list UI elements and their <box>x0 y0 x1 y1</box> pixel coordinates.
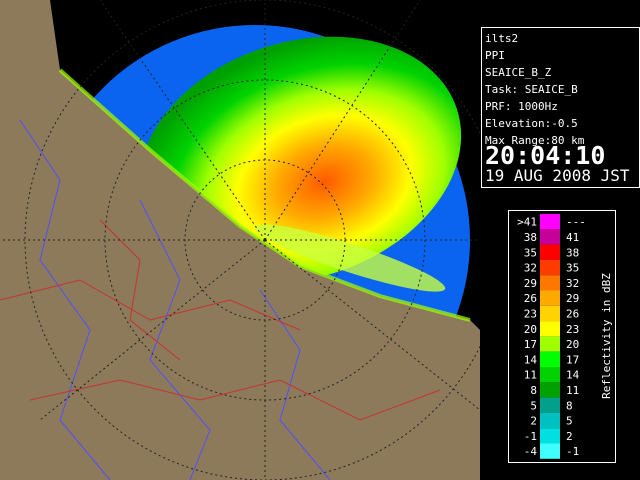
legend-low: 26 <box>524 292 537 305</box>
legend-rows: >41 --- 38 41 35 38 32 35 29 32 26 29 23 26 20 23 17 20 14… <box>517 214 586 459</box>
legend-high: 38 <box>566 246 579 259</box>
legend-high: 35 <box>566 262 579 275</box>
legend-high: 23 <box>566 323 579 336</box>
legend-title: Reflectivity in dBZ <box>600 273 613 399</box>
prf: PRF: 1000Hz <box>485 100 558 113</box>
legend-swatch <box>540 428 560 444</box>
legend-low: 20 <box>524 323 537 336</box>
legend-low: 17 <box>524 338 537 351</box>
legend-low: 23 <box>524 307 537 320</box>
task: Task: SEAICE_B <box>485 83 578 96</box>
legend-high: 5 <box>566 415 573 428</box>
range-rings <box>0 0 480 480</box>
legend-low: >41 <box>517 216 537 229</box>
legend-box <box>508 210 616 463</box>
legend-swatch <box>540 397 560 413</box>
coast-echo <box>58 68 471 322</box>
legend-swatch <box>540 321 560 337</box>
legend-high: 20 <box>566 338 579 351</box>
legend-high: 41 <box>566 231 579 244</box>
time: 20:04:10 <box>485 141 605 170</box>
legend-swatch <box>540 290 560 306</box>
legend-low: 8 <box>530 384 537 397</box>
legend-high: 29 <box>566 292 579 305</box>
mode: PPI <box>485 49 505 62</box>
legend-low: 11 <box>524 369 537 382</box>
legend-high: 17 <box>566 353 579 366</box>
max-range: Max Range:80 km <box>485 134 585 147</box>
info-box <box>481 27 640 188</box>
legend-low: 38 <box>524 231 537 244</box>
legend-high: --- <box>566 216 586 229</box>
echo-band <box>254 224 446 292</box>
legend-swatch <box>540 305 560 322</box>
legend-swatch <box>540 275 560 291</box>
legend-high: 26 <box>566 307 579 320</box>
legend-swatch <box>540 351 560 367</box>
legend-swatch <box>540 229 560 245</box>
legend-high: 14 <box>566 369 580 382</box>
legend-high: 2 <box>566 430 573 443</box>
legend-high: 32 <box>566 277 579 290</box>
radar-image <box>0 0 480 480</box>
legend-swatch <box>540 412 560 429</box>
legend-low: 5 <box>530 399 537 412</box>
site: ilts2 <box>485 32 518 45</box>
legend-low: 29 <box>524 277 537 290</box>
date: 19 AUG 2008 JST <box>485 166 630 185</box>
legend-swatch <box>540 443 560 459</box>
elevation: Elevation:-0.5 <box>485 117 578 130</box>
legend-swatch <box>540 244 560 260</box>
legend-low: 32 <box>524 262 537 275</box>
legend-swatch <box>540 336 560 352</box>
legend-low: -1 <box>524 430 537 443</box>
legend-low: -4 <box>524 445 538 458</box>
product: SEAICE_B_Z <box>485 66 552 79</box>
legend-swatch <box>540 214 560 230</box>
legend-low: 14 <box>524 353 538 366</box>
legend-high: -1 <box>566 445 579 458</box>
legend-swatch <box>540 382 560 398</box>
legend-swatch <box>540 259 560 276</box>
legend-swatch <box>540 367 560 383</box>
legend-low: 35 <box>524 246 537 259</box>
legend-low: 2 <box>530 415 537 428</box>
legend-high: 8 <box>566 399 573 412</box>
legend-high: 11 <box>566 384 579 397</box>
